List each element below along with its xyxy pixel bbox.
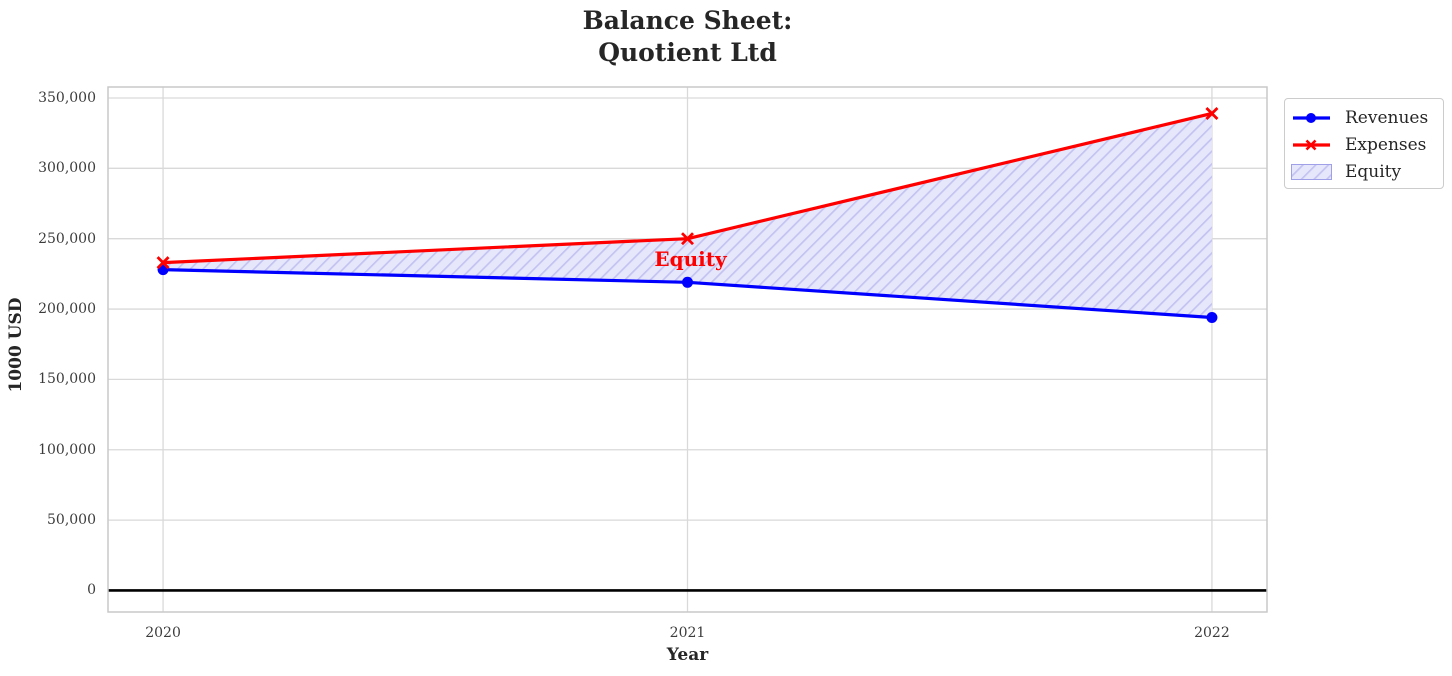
expenses-marker [156, 256, 170, 270]
revenues-marker [682, 276, 693, 288]
y-tick-label: 300,000 [38, 160, 96, 177]
y-tick-label: 150,000 [38, 371, 96, 388]
legend-item-expenses: Expenses [1291, 131, 1439, 158]
plot-border [107, 86, 1268, 613]
expenses-marker [1205, 106, 1219, 120]
equity-annotation: Equity [654, 246, 727, 271]
y-tick-label: 50,000 [47, 512, 96, 529]
y-tick-label: 100,000 [38, 441, 96, 458]
chart-title: Balance Sheet: Quotient Ltd [108, 5, 1267, 69]
x-tick-label: 2021 [669, 625, 706, 641]
x-tick-label: 2022 [1194, 625, 1230, 641]
revenues-marker [1206, 311, 1218, 323]
y-tick-label: 250,000 [38, 230, 96, 247]
legend-label: Expenses [1345, 134, 1427, 155]
equity-fill-area [163, 113, 1212, 318]
expenses-marker [681, 232, 694, 246]
y-tick-label: 200,000 [38, 301, 96, 318]
legend-swatch-line-circle [1293, 112, 1330, 123]
chart-title-line1: Balance Sheet: [582, 6, 793, 35]
legend-item-equity: Equity [1291, 158, 1439, 185]
legend-label: Revenues [1345, 107, 1429, 128]
y-tick-label: 0 [87, 582, 96, 599]
x-axis-label: Year [666, 645, 709, 665]
legend-swatch-line-x [1293, 139, 1330, 150]
legend-item-revenues: Revenues [1291, 104, 1439, 131]
legend: Revenues Expenses Equity [1284, 98, 1444, 189]
x-tick-label: 2020 [145, 625, 181, 641]
chart-title-line2: Quotient Ltd [598, 38, 777, 67]
legend-label: Equity [1345, 161, 1402, 182]
y-tick-label: 350,000 [38, 89, 96, 106]
legend-swatch-hatch-patch [1291, 163, 1332, 180]
y-axis-label: 1000 USD [6, 297, 26, 393]
